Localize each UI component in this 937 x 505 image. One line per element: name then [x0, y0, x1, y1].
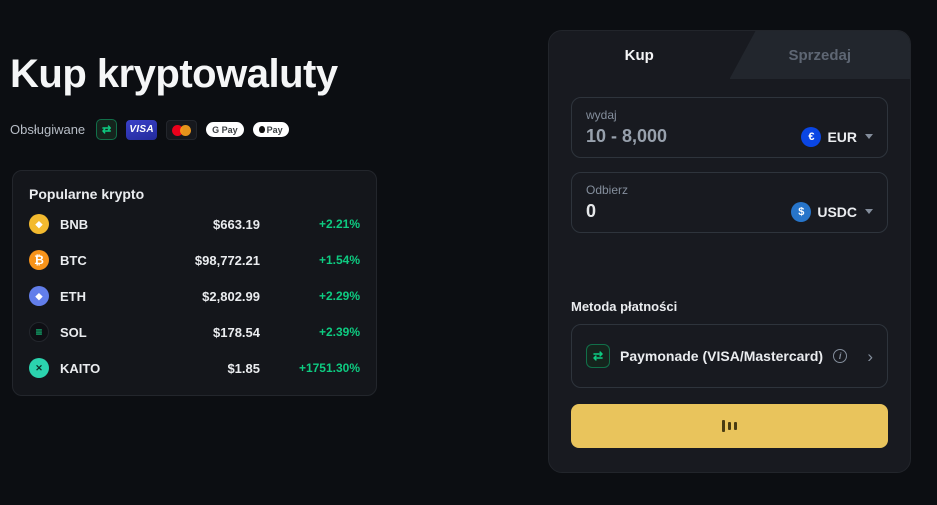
crypto-symbol: BNB — [60, 216, 89, 232]
table-row[interactable]: BNB $663.19 +2.21% — [29, 206, 360, 242]
supported-label: Obsługiwane — [10, 122, 86, 137]
receive-label: Odbierz — [586, 183, 629, 197]
crypto-change: +2.29% — [318, 289, 360, 303]
visa-badge: VISA — [126, 119, 158, 140]
receive-currency-selector[interactable]: USDC — [791, 201, 873, 222]
apple-pay-label: Pay — [266, 124, 283, 135]
crypto-price: $1.85 — [227, 360, 260, 376]
mastercard-orange-circle — [180, 124, 192, 136]
usdc-coin-icon — [791, 201, 812, 222]
chevron-down-icon — [865, 134, 873, 139]
tab-sell[interactable]: Sprzedaj — [729, 31, 910, 79]
spend-field[interactable]: wydaj 10 - 8,000 EUR — [571, 97, 888, 158]
crypto-price: $178.54 — [213, 324, 260, 340]
google-pay-badge: G Pay — [206, 122, 244, 137]
crypto-change: +1751.30% — [298, 361, 360, 375]
receive-input[interactable]: 0 — [586, 201, 597, 221]
btc-coin-icon — [29, 250, 49, 270]
receive-currency-code: USDC — [817, 203, 857, 220]
eth-coin-icon — [29, 286, 49, 306]
paymonade-icon: ⇄ — [586, 344, 610, 368]
tab-buy[interactable]: Kup — [624, 46, 654, 64]
kaito-coin-icon — [29, 358, 49, 378]
popular-crypto-title: Popularne krypto — [29, 186, 145, 202]
mastercard-icon — [166, 119, 198, 140]
sol-coin-icon — [29, 322, 49, 342]
chevron-right-icon: › — [867, 346, 873, 366]
crypto-symbol: SOL — [60, 324, 87, 340]
table-row[interactable]: KAITO $1.85 +1751.30% — [29, 350, 360, 386]
payment-method-selector[interactable]: ⇄ Paymonade (VISA/Mastercard) i › — [571, 324, 888, 388]
crypto-change: +2.21% — [318, 217, 360, 231]
spend-currency-selector[interactable]: EUR — [801, 126, 873, 147]
spend-label: wydaj — [586, 108, 617, 122]
crypto-symbol: ETH — [60, 288, 86, 304]
payment-method-label: Metoda płatności — [571, 299, 678, 314]
crypto-price: $663.19 — [213, 216, 260, 232]
buy-button[interactable] — [571, 404, 888, 448]
table-row[interactable]: ETH $2,802.99 +2.29% — [29, 278, 360, 314]
crypto-list: BNB $663.19 +2.21% BTC $98,772.21 +1.54%… — [29, 206, 360, 386]
apple-pay-badge: Pay — [252, 122, 289, 137]
loading-bars-icon — [734, 422, 737, 430]
crypto-price: $2,802.99 — [202, 288, 260, 304]
crypto-change: +2.39% — [318, 325, 360, 339]
apple-icon — [258, 126, 265, 133]
page-title: Kup kryptowaluty — [10, 52, 338, 96]
info-icon[interactable]: i — [833, 349, 848, 363]
widget-body: wydaj 10 - 8,000 EUR Odbierz 0 USDC — [549, 79, 910, 448]
loading-bars-icon — [722, 420, 725, 432]
bnb-coin-icon — [29, 214, 49, 234]
loading-bars-icon — [728, 422, 731, 430]
chevron-down-icon — [865, 209, 873, 214]
supported-payments-row: Obsługiwane ⇄ VISA G Pay Pay — [10, 119, 289, 140]
crypto-symbol: BTC — [60, 252, 87, 268]
table-row[interactable]: BTC $98,772.21 +1.54% — [29, 242, 360, 278]
crypto-symbol: KAITO — [60, 360, 101, 376]
crypto-price: $98,772.21 — [194, 252, 260, 268]
mastercard-red-circle — [172, 124, 184, 136]
widget-tabs: Kup Sprzedaj — [549, 31, 910, 79]
paymonade-icon: ⇄ — [96, 119, 118, 140]
spend-currency-code: EUR — [827, 128, 857, 145]
eur-coin-icon — [801, 126, 822, 147]
crypto-change: +1.54% — [318, 253, 360, 267]
payment-method-name: Paymonade (VISA/Mastercard) — [620, 348, 824, 364]
buy-sell-widget: Kup Sprzedaj wydaj 10 - 8,000 EUR Odbier… — [548, 30, 911, 473]
spend-input[interactable]: 10 - 8,000 — [586, 126, 668, 146]
receive-field[interactable]: Odbierz 0 USDC — [571, 172, 888, 233]
popular-crypto-card: Popularne krypto BNB $663.19 +2.21% BTC … — [12, 170, 377, 396]
table-row[interactable]: SOL $178.54 +2.39% — [29, 314, 360, 350]
